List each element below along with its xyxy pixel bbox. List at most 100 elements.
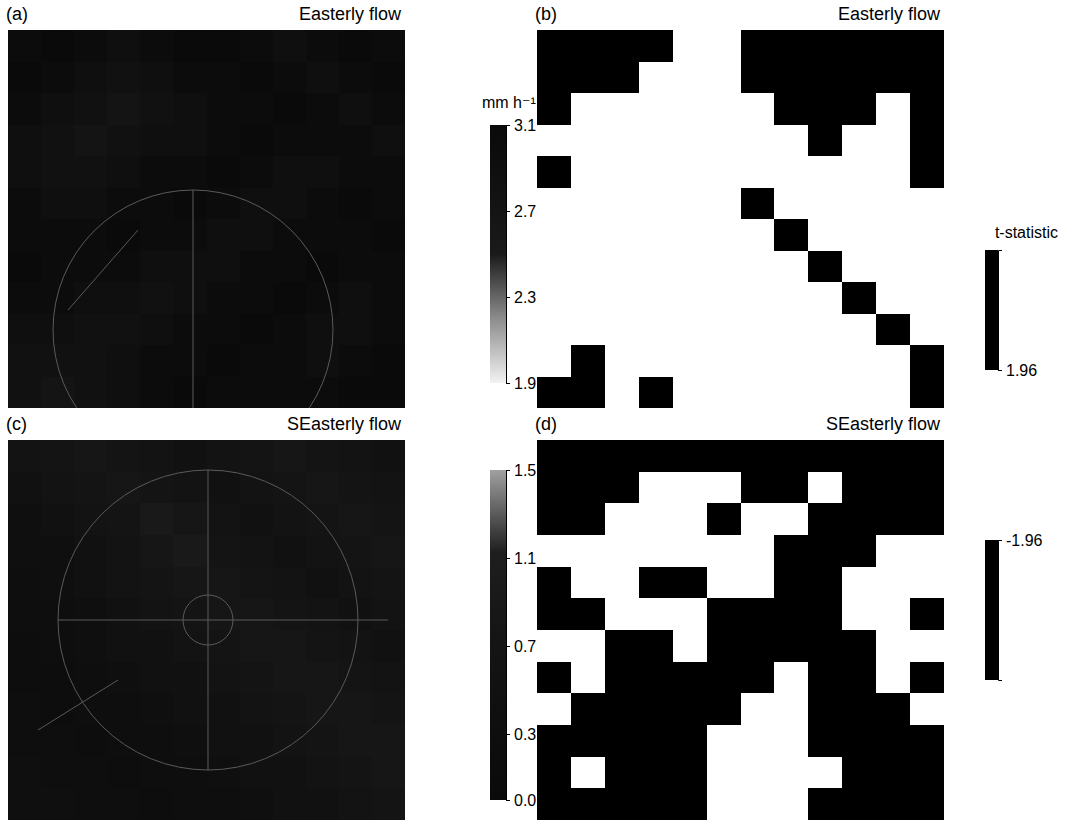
cell xyxy=(808,314,842,346)
colorbar-axis: 1.96 xyxy=(998,251,1037,379)
cell xyxy=(8,314,42,346)
cell xyxy=(571,156,605,188)
cell xyxy=(910,662,944,694)
cell xyxy=(173,662,207,694)
cell xyxy=(910,788,944,820)
cell xyxy=(372,188,405,220)
cell xyxy=(173,725,207,757)
tick-label: 2.3 xyxy=(514,289,536,306)
cell xyxy=(74,62,108,94)
cell xyxy=(741,251,775,283)
cell xyxy=(842,345,876,377)
cell xyxy=(673,282,707,314)
cell xyxy=(639,567,673,599)
cell xyxy=(808,125,842,157)
cell xyxy=(107,788,141,820)
cell xyxy=(537,125,571,157)
panel-background xyxy=(537,30,944,408)
cell xyxy=(741,598,775,630)
cell xyxy=(842,314,876,346)
cell xyxy=(306,377,340,409)
cell xyxy=(842,188,876,220)
cell xyxy=(707,125,741,157)
cell xyxy=(339,345,373,377)
cell xyxy=(842,377,876,409)
tick: 1.9 xyxy=(506,375,536,392)
cell xyxy=(41,503,75,535)
cell xyxy=(673,93,707,125)
cell xyxy=(876,725,910,757)
cell xyxy=(306,125,340,157)
cell xyxy=(173,282,207,314)
cell xyxy=(140,630,174,662)
cell xyxy=(140,598,174,630)
cell xyxy=(808,472,842,504)
cell xyxy=(74,503,108,535)
cell xyxy=(273,251,307,283)
cell xyxy=(372,535,405,567)
cell xyxy=(808,567,842,599)
cell xyxy=(107,251,141,283)
cell xyxy=(240,630,274,662)
cell xyxy=(774,251,808,283)
cell xyxy=(107,345,141,377)
cell xyxy=(876,472,910,504)
cell xyxy=(842,725,876,757)
cell xyxy=(605,725,639,757)
cell xyxy=(240,567,274,599)
cell xyxy=(741,535,775,567)
cell xyxy=(306,757,340,789)
panel-label: (d) xyxy=(535,414,557,434)
cell xyxy=(808,219,842,251)
cell xyxy=(306,219,340,251)
cell xyxy=(571,125,605,157)
cell xyxy=(372,125,405,157)
cell xyxy=(537,440,571,472)
cell xyxy=(910,93,944,125)
cell xyxy=(107,757,141,789)
colorbar-label: t-statistic xyxy=(995,224,1058,241)
cell xyxy=(173,251,207,283)
cell xyxy=(876,598,910,630)
cell xyxy=(74,630,108,662)
cell xyxy=(707,282,741,314)
cell xyxy=(842,219,876,251)
cell xyxy=(808,377,842,409)
cell xyxy=(842,535,876,567)
colorbar-label: mm h⁻¹ xyxy=(482,94,536,111)
cell xyxy=(876,503,910,535)
cell xyxy=(910,62,944,94)
cell xyxy=(140,567,174,599)
cell xyxy=(273,156,307,188)
cell xyxy=(140,788,174,820)
cell xyxy=(107,472,141,504)
cell xyxy=(273,377,307,409)
cell xyxy=(605,535,639,567)
cell xyxy=(140,345,174,377)
cell xyxy=(41,377,75,409)
cell xyxy=(876,693,910,725)
cell xyxy=(741,93,775,125)
cell xyxy=(339,188,373,220)
cell xyxy=(537,93,571,125)
cell xyxy=(741,125,775,157)
cell xyxy=(8,757,42,789)
cell xyxy=(240,662,274,694)
cell xyxy=(673,788,707,820)
cell xyxy=(372,662,405,694)
tick-label: -1.96 xyxy=(1006,532,1043,549)
cell xyxy=(372,788,405,820)
cell xyxy=(571,345,605,377)
cell xyxy=(876,440,910,472)
cell xyxy=(74,472,108,504)
cell xyxy=(537,188,571,220)
cell xyxy=(74,757,108,789)
cell xyxy=(8,440,42,472)
cell xyxy=(74,345,108,377)
cell xyxy=(537,630,571,662)
cell xyxy=(605,62,639,94)
cell xyxy=(842,693,876,725)
cell xyxy=(605,788,639,820)
cell xyxy=(372,693,405,725)
cell xyxy=(74,156,108,188)
